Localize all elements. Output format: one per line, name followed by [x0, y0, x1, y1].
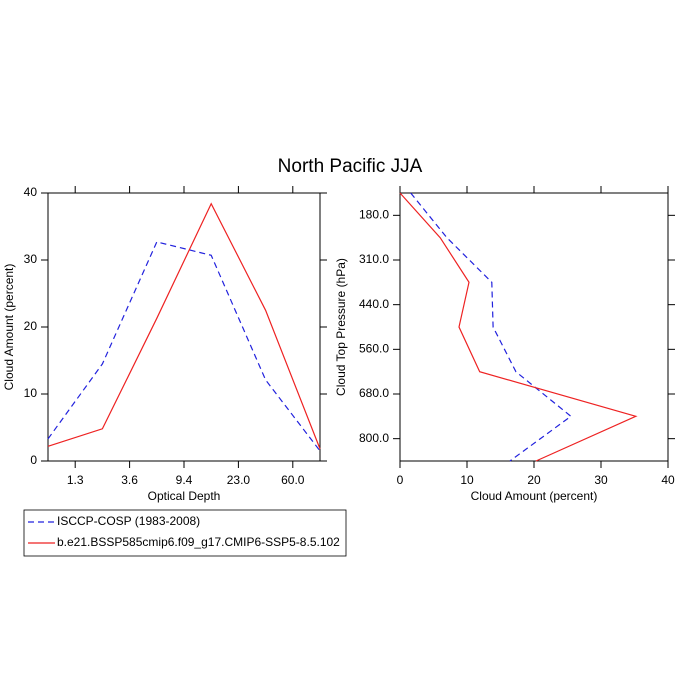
y-tick-label: 180.0 — [359, 208, 389, 222]
x-tick-label: 3.6 — [121, 473, 138, 487]
y-tick-label: 20 — [24, 319, 38, 333]
x-tick-label: 40 — [661, 473, 675, 487]
x-tick-label: 30 — [594, 473, 608, 487]
y-tick-label: 10 — [24, 386, 38, 400]
series-line — [410, 192, 572, 462]
y-tick-label: 40 — [24, 185, 38, 199]
x-tick-label: 10 — [460, 473, 474, 487]
x-tick-label: 60.0 — [281, 473, 305, 487]
y-tick-label: 310.0 — [359, 252, 389, 266]
series-line — [47, 202, 321, 450]
y-tick-label: 680.0 — [359, 386, 389, 400]
legend-label: b.e21.BSSP585cmip6.f09_g17.CMIP6-SSP5-8.… — [57, 535, 340, 549]
y-axis-label: Cloud Amount (percent) — [2, 264, 16, 391]
y-tick-label: 560.0 — [359, 342, 389, 356]
y-axis-label: Cloud Top Pressure (hPa) — [334, 258, 348, 396]
series-line — [399, 192, 638, 462]
y-tick-label: 0 — [30, 453, 37, 467]
y-tick-label: 30 — [24, 252, 38, 266]
series-line — [47, 241, 321, 452]
legend-box — [23, 509, 347, 557]
x-tick-label: 0 — [397, 473, 404, 487]
y-tick-label: 440.0 — [359, 297, 389, 311]
legend-label: ISCCP-COSP (1983-2008) — [57, 514, 200, 528]
x-axis-label: Cloud Amount (percent) — [471, 489, 598, 503]
x-tick-label: 1.3 — [67, 473, 84, 487]
x-tick-label: 20 — [527, 473, 541, 487]
x-axis-label: Optical Depth — [148, 489, 221, 503]
y-tick-label: 800.0 — [359, 431, 389, 445]
x-tick-label: 9.4 — [176, 473, 193, 487]
x-tick-label: 23.0 — [227, 473, 251, 487]
figure-title: North Pacific JJA — [278, 156, 423, 177]
